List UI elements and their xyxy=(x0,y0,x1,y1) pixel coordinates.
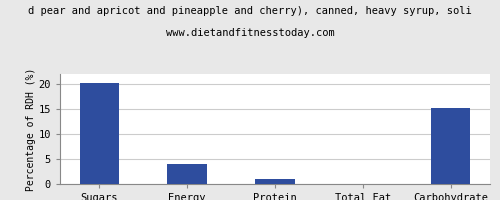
Bar xyxy=(255,179,295,184)
Bar xyxy=(80,83,119,184)
Bar xyxy=(168,164,207,184)
Bar xyxy=(431,108,470,184)
Text: www.dietandfitnesstoday.com: www.dietandfitnesstoday.com xyxy=(166,28,334,38)
Text: d pear and apricot and pineapple and cherry), canned, heavy syrup, soli: d pear and apricot and pineapple and che… xyxy=(28,6,472,16)
Y-axis label: Percentage of RDH (%): Percentage of RDH (%) xyxy=(26,67,36,191)
